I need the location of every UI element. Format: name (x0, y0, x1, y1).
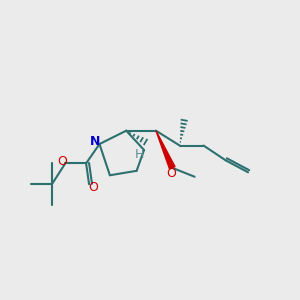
Text: O: O (88, 181, 98, 194)
Text: O: O (57, 155, 67, 168)
Polygon shape (156, 131, 175, 169)
Text: O: O (166, 167, 176, 180)
Text: H: H (135, 148, 144, 161)
Text: N: N (90, 136, 100, 148)
